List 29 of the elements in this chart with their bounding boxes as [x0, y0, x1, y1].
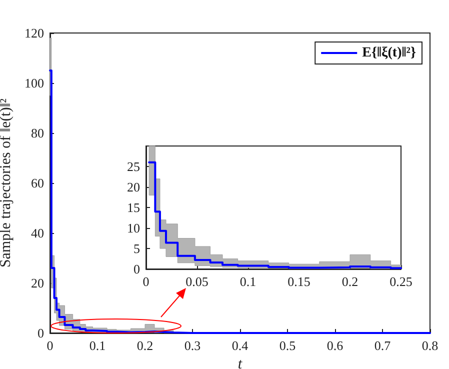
x-axis-title: t [238, 356, 243, 369]
y-tick-label: 25 [127, 159, 140, 174]
x-tick-label: 0.4 [232, 338, 249, 353]
y-tick-label: 100 [24, 76, 44, 90]
x-tick-label: 0.7 [374, 338, 392, 353]
x-tick-label: 0.05 [186, 274, 208, 289]
y-tick-label: 20 [31, 276, 44, 290]
y-tick-label: 15 [127, 200, 140, 215]
x-tick-label: 0.1 [240, 274, 256, 289]
y-tick-label: 80 [31, 126, 44, 140]
y-tick-label: 40 [31, 226, 44, 240]
x-tick-label: 0.1 [89, 338, 106, 353]
x-tick-label: 0 [46, 338, 54, 353]
x-tick-label: 0.6 [326, 338, 344, 353]
x-tick-label: 0.3 [184, 338, 201, 353]
x-tick-label: 0.15 [288, 274, 310, 289]
y-tick-label: 0 [134, 262, 140, 276]
y-tick-label: 10 [127, 220, 140, 236]
y-tick-label: 60 [31, 176, 44, 190]
y-tick-label: 120 [24, 26, 44, 40]
x-tick-label: 0.5 [279, 338, 296, 353]
y-tick-label: 5 [134, 241, 140, 256]
x-tick-label: 0.8 [422, 338, 438, 353]
x-tick-label: 0.25 [390, 274, 412, 289]
y-tick-label: 0 [38, 326, 44, 340]
x-tick-label: 0.2 [342, 274, 358, 289]
y-tick-label: 20 [127, 180, 140, 194]
x-tick-label: 0.2 [136, 338, 154, 353]
legend-label: E{‖ξ(t)‖²} [362, 46, 416, 60]
